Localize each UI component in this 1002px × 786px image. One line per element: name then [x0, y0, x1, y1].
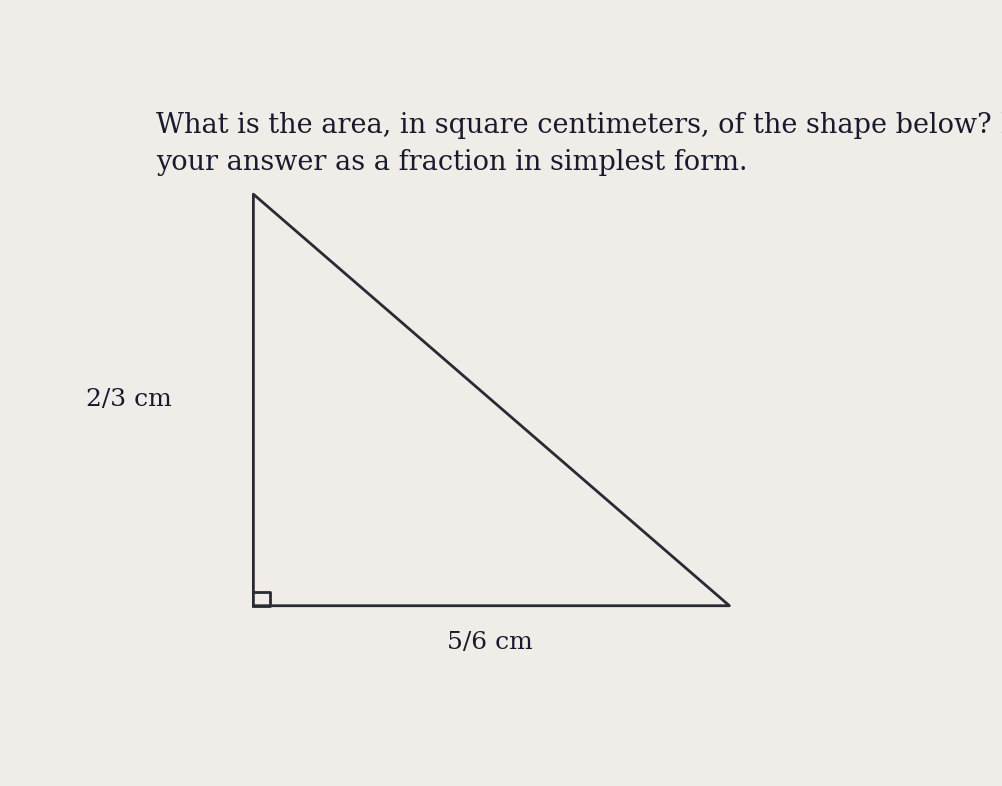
Text: 5/6 cm: 5/6 cm	[447, 630, 533, 653]
Text: 2/3 cm: 2/3 cm	[86, 388, 172, 411]
Text: What is the area, in square centimeters, of the shape below? Express
your answer: What is the area, in square centimeters,…	[156, 112, 1002, 176]
